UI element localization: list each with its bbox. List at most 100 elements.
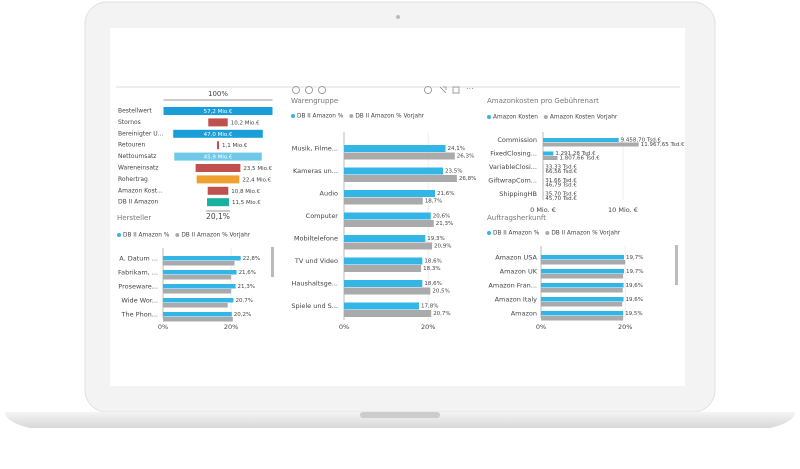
funnel-bar [174, 152, 262, 161]
x-tick-label: 10 Mio. € [608, 206, 638, 214]
value-label: 9.458,70 Tsd.€ [621, 138, 662, 144]
bar [541, 316, 624, 321]
bar [543, 156, 558, 160]
value-label: 23,5 Mio.€ [243, 166, 272, 172]
value-label: 22,8% [243, 256, 260, 262]
value-label: 10,8 Mio.€ [231, 189, 260, 195]
bar [344, 280, 423, 287]
bar [344, 242, 433, 250]
value-label: 19,7% [626, 255, 643, 261]
category-label: DB II Amazon [118, 199, 159, 206]
legend-label: Amazon Kosten Vorjahr [550, 115, 618, 121]
bar [344, 287, 431, 295]
category-label: Haushaltsge... [291, 280, 338, 288]
more[interactable]: ··· [466, 85, 474, 94]
funnel-top-label: 100% [208, 90, 228, 98]
bar [543, 142, 639, 147]
value-label: 19,5% [625, 311, 642, 317]
bar [541, 302, 623, 307]
chart-title: Hersteller [117, 214, 151, 222]
value-label: 35,70 Tsd.€ [545, 192, 577, 198]
value-label: 26,3% [457, 154, 474, 160]
category-label: Musik, Filme... [292, 145, 338, 153]
legend-label: DB II Amazon % Vorjahr [181, 233, 250, 239]
value-label: 10,2 Mio.€ [231, 120, 260, 126]
bar [163, 317, 233, 322]
notch [360, 412, 440, 418]
value-label: 20,7% [433, 311, 450, 317]
camera [396, 15, 400, 19]
category-label: Retouren [118, 142, 145, 149]
category-label: VariableClosi... [489, 163, 537, 171]
funnel-bottom-label: 20,1% [206, 212, 230, 221]
bar [163, 303, 228, 308]
value-label: 24,1% [448, 146, 465, 152]
value-label: 18,6% [424, 281, 441, 287]
bar [543, 138, 619, 142]
bar [163, 275, 232, 280]
bar [344, 167, 443, 175]
bar [163, 284, 236, 289]
bar [163, 261, 235, 266]
value-label: 1,1 Mio.€ [222, 143, 248, 149]
category-label: Mobiltelefone [294, 235, 338, 243]
screen [110, 28, 685, 386]
legend-dot [117, 233, 121, 237]
category-label: Wareneinsatz [118, 165, 159, 172]
category-label: Audio [320, 190, 338, 198]
category-label: Rohertrag [118, 176, 148, 183]
value-label: 1.807,66 Tsd.€ [559, 156, 600, 162]
legend-label: DB II Amazon % [297, 114, 344, 120]
scrollbar[interactable] [271, 247, 274, 277]
chart-title: Amazonkosten pro Gebührenart [487, 97, 599, 105]
value-label: 22,4 Mio.€ [242, 177, 271, 183]
chart-title: Auftragsherkunft [487, 214, 546, 222]
bar [163, 256, 241, 261]
value-label: 20,9% [434, 244, 451, 250]
value-label: 66,56 Tsd.€ [546, 169, 578, 175]
bar [163, 312, 232, 317]
bar [344, 302, 419, 310]
funnel-bar [207, 186, 229, 195]
legend-label: DB II Amazon % [493, 231, 540, 237]
bar [163, 289, 232, 294]
category-label: Stornos [118, 119, 141, 126]
value-label: 26,8% [459, 176, 476, 182]
bar [344, 152, 455, 160]
legend-label: DB II Amazon % Vorjahr [551, 231, 620, 237]
x-tick-label: 20% [224, 323, 238, 331]
funnel-bar [216, 141, 220, 150]
toolbar[interactable] [292, 86, 460, 94]
bar [344, 257, 423, 265]
scrollbar[interactable] [675, 245, 678, 285]
value-label: 20,5% [432, 289, 449, 295]
category-label: Proseware... [118, 282, 158, 290]
bar [344, 212, 431, 220]
value-label: 20,7% [236, 298, 253, 304]
bar [344, 265, 422, 272]
x-tick-label: 0 Mio. € [530, 206, 556, 214]
value-label: 45,9 Mio.€ [204, 155, 233, 161]
legend-dot [487, 231, 491, 235]
legend-dot [349, 114, 354, 118]
value-label: 17,8% [421, 304, 438, 310]
legend-dot [175, 233, 180, 237]
category-label: Amazon UK [500, 267, 538, 275]
category-label: Kameras un... [293, 167, 338, 175]
bar [344, 220, 434, 227]
laptop-base [5, 412, 795, 428]
category-label: The Phon... [121, 310, 159, 318]
bar [541, 260, 626, 265]
legend-dot [487, 115, 491, 119]
bar [344, 235, 426, 242]
category-label: Amazon Italy [495, 295, 538, 303]
bar [541, 288, 623, 293]
funnel-bar [173, 129, 263, 138]
category-label: Commission [497, 136, 537, 144]
funnel-bar [208, 118, 228, 127]
bar [163, 298, 234, 303]
bar [344, 175, 457, 182]
funnel-bar [195, 164, 241, 172]
value-label: 20,6% [433, 214, 450, 220]
